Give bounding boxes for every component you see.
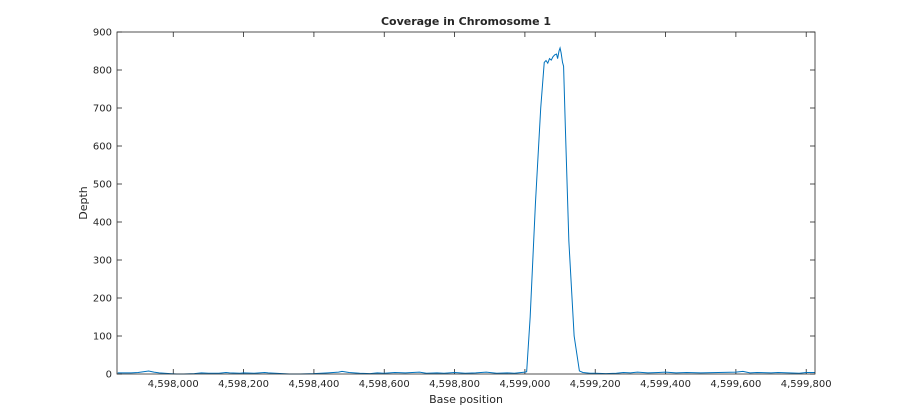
x-tick-label: 4,598,000 [148,379,199,390]
x-tick-label: 4,599,600 [710,379,761,390]
y-tick-label: 600 [93,142,112,153]
x-tick-label: 4,599,200 [570,379,621,390]
y-tick-label: 700 [93,104,112,115]
y-axis-ticks: 0 100 200 300 400 500 600 700 800 900 [93,28,815,381]
x-tick-label: 4,598,200 [218,379,269,390]
y-tick-label: 0 [106,370,112,381]
x-tick-label: 4,599,000 [499,379,550,390]
y-axis-label: Depth [77,186,90,220]
chart-title: Coverage in Chromosome 1 [381,15,551,28]
y-tick-label: 900 [93,28,112,39]
y-tick-label: 200 [93,294,112,305]
y-tick-label: 500 [93,180,112,191]
plot-area [117,32,815,374]
x-tick-label: 4,598,400 [288,379,339,390]
plot-frame [116,31,816,375]
y-tick-label: 100 [93,332,112,343]
x-axis-ticks: 4,598,000 4,598,200 4,598,400 4,598,600 4,59… [148,32,832,390]
x-tick-label: 4,599,800 [781,379,832,390]
x-tick-label: 4,598,800 [429,379,480,390]
depth-series-line [117,46,815,375]
y-tick-label: 300 [93,256,112,267]
x-tick-label: 4,599,400 [640,379,691,390]
x-axis-label: Base position [429,393,503,406]
x-tick-label: 4,598,600 [359,379,410,390]
y-tick-label: 800 [93,66,112,77]
y-tick-label: 400 [93,218,112,229]
